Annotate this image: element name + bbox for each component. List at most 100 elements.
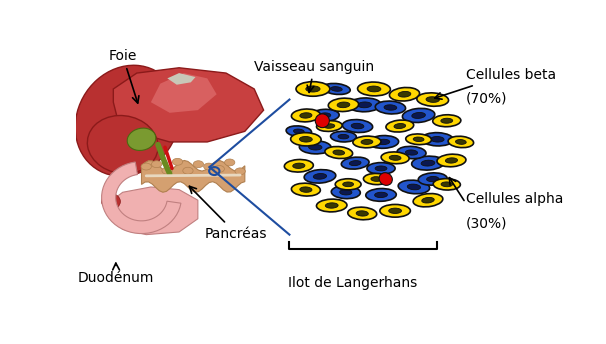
Ellipse shape bbox=[350, 161, 361, 166]
Text: Pancréas: Pancréas bbox=[190, 186, 267, 241]
Ellipse shape bbox=[127, 128, 156, 150]
Ellipse shape bbox=[433, 115, 461, 127]
Ellipse shape bbox=[348, 98, 381, 112]
Ellipse shape bbox=[325, 147, 353, 159]
Ellipse shape bbox=[299, 137, 312, 142]
Ellipse shape bbox=[364, 173, 389, 185]
Ellipse shape bbox=[411, 156, 444, 170]
Ellipse shape bbox=[183, 167, 193, 174]
Ellipse shape bbox=[313, 173, 327, 179]
Ellipse shape bbox=[427, 176, 439, 182]
Ellipse shape bbox=[421, 160, 435, 166]
Ellipse shape bbox=[293, 163, 305, 169]
Ellipse shape bbox=[353, 136, 381, 148]
Ellipse shape bbox=[417, 93, 448, 106]
Ellipse shape bbox=[304, 170, 336, 183]
Polygon shape bbox=[167, 73, 196, 85]
Text: Duodénum: Duodénum bbox=[78, 263, 155, 285]
Ellipse shape bbox=[375, 166, 387, 171]
Ellipse shape bbox=[306, 86, 320, 92]
Ellipse shape bbox=[342, 120, 373, 132]
Ellipse shape bbox=[300, 113, 312, 118]
Ellipse shape bbox=[390, 87, 419, 101]
Ellipse shape bbox=[338, 135, 349, 139]
Ellipse shape bbox=[316, 121, 342, 131]
Ellipse shape bbox=[330, 131, 356, 142]
Ellipse shape bbox=[315, 114, 330, 128]
Ellipse shape bbox=[412, 112, 425, 118]
Ellipse shape bbox=[284, 160, 313, 172]
Ellipse shape bbox=[204, 163, 214, 170]
Ellipse shape bbox=[319, 113, 331, 118]
Ellipse shape bbox=[324, 124, 335, 128]
Ellipse shape bbox=[418, 173, 447, 185]
Ellipse shape bbox=[340, 190, 352, 195]
Ellipse shape bbox=[325, 203, 338, 208]
Ellipse shape bbox=[407, 184, 421, 190]
Ellipse shape bbox=[75, 65, 179, 176]
Polygon shape bbox=[102, 162, 181, 234]
Ellipse shape bbox=[300, 187, 312, 192]
Ellipse shape bbox=[291, 133, 321, 146]
Ellipse shape bbox=[402, 108, 435, 122]
Ellipse shape bbox=[377, 139, 390, 144]
Ellipse shape bbox=[405, 150, 418, 155]
Ellipse shape bbox=[343, 182, 353, 187]
Ellipse shape bbox=[381, 152, 409, 164]
Ellipse shape bbox=[356, 211, 368, 216]
Ellipse shape bbox=[152, 161, 162, 168]
Ellipse shape bbox=[421, 133, 453, 146]
Ellipse shape bbox=[335, 179, 361, 190]
Ellipse shape bbox=[394, 123, 405, 129]
Ellipse shape bbox=[388, 208, 402, 214]
Ellipse shape bbox=[331, 87, 342, 91]
Polygon shape bbox=[142, 161, 245, 192]
Ellipse shape bbox=[422, 197, 435, 203]
Ellipse shape bbox=[413, 137, 424, 141]
Ellipse shape bbox=[358, 82, 390, 96]
Text: Vaisseau sanguin: Vaisseau sanguin bbox=[255, 60, 375, 92]
Ellipse shape bbox=[328, 98, 359, 111]
Ellipse shape bbox=[448, 136, 474, 148]
Ellipse shape bbox=[225, 159, 235, 166]
Polygon shape bbox=[108, 187, 198, 235]
Ellipse shape bbox=[375, 101, 405, 114]
Ellipse shape bbox=[367, 163, 395, 174]
Ellipse shape bbox=[291, 109, 321, 122]
Ellipse shape bbox=[193, 161, 204, 168]
Ellipse shape bbox=[358, 102, 371, 108]
Ellipse shape bbox=[141, 163, 152, 170]
Text: Ilot de Langerhans: Ilot de Langerhans bbox=[288, 276, 418, 290]
Text: Cellules beta: Cellules beta bbox=[465, 68, 556, 82]
Ellipse shape bbox=[441, 118, 453, 123]
Ellipse shape bbox=[437, 154, 466, 167]
Ellipse shape bbox=[293, 129, 304, 133]
Ellipse shape bbox=[456, 140, 466, 144]
Text: Cellules alpha: Cellules alpha bbox=[465, 192, 563, 206]
Text: (30%): (30%) bbox=[465, 216, 507, 230]
Ellipse shape bbox=[102, 194, 121, 209]
Ellipse shape bbox=[398, 92, 411, 97]
Ellipse shape bbox=[413, 194, 443, 207]
Ellipse shape bbox=[316, 199, 347, 212]
Ellipse shape bbox=[426, 97, 439, 103]
Ellipse shape bbox=[341, 157, 369, 169]
Ellipse shape bbox=[375, 192, 387, 197]
Ellipse shape bbox=[406, 134, 431, 144]
Ellipse shape bbox=[337, 102, 350, 108]
Text: (70%): (70%) bbox=[465, 92, 507, 106]
Ellipse shape bbox=[386, 120, 414, 132]
Ellipse shape bbox=[348, 207, 377, 220]
Ellipse shape bbox=[322, 84, 350, 95]
Ellipse shape bbox=[380, 204, 410, 217]
Ellipse shape bbox=[398, 180, 430, 194]
Ellipse shape bbox=[162, 167, 172, 174]
Ellipse shape bbox=[361, 139, 373, 144]
Ellipse shape bbox=[368, 136, 399, 148]
Ellipse shape bbox=[397, 146, 426, 159]
Ellipse shape bbox=[172, 158, 182, 165]
Polygon shape bbox=[113, 68, 264, 142]
Ellipse shape bbox=[296, 82, 330, 96]
Ellipse shape bbox=[87, 116, 158, 174]
Ellipse shape bbox=[331, 186, 361, 198]
